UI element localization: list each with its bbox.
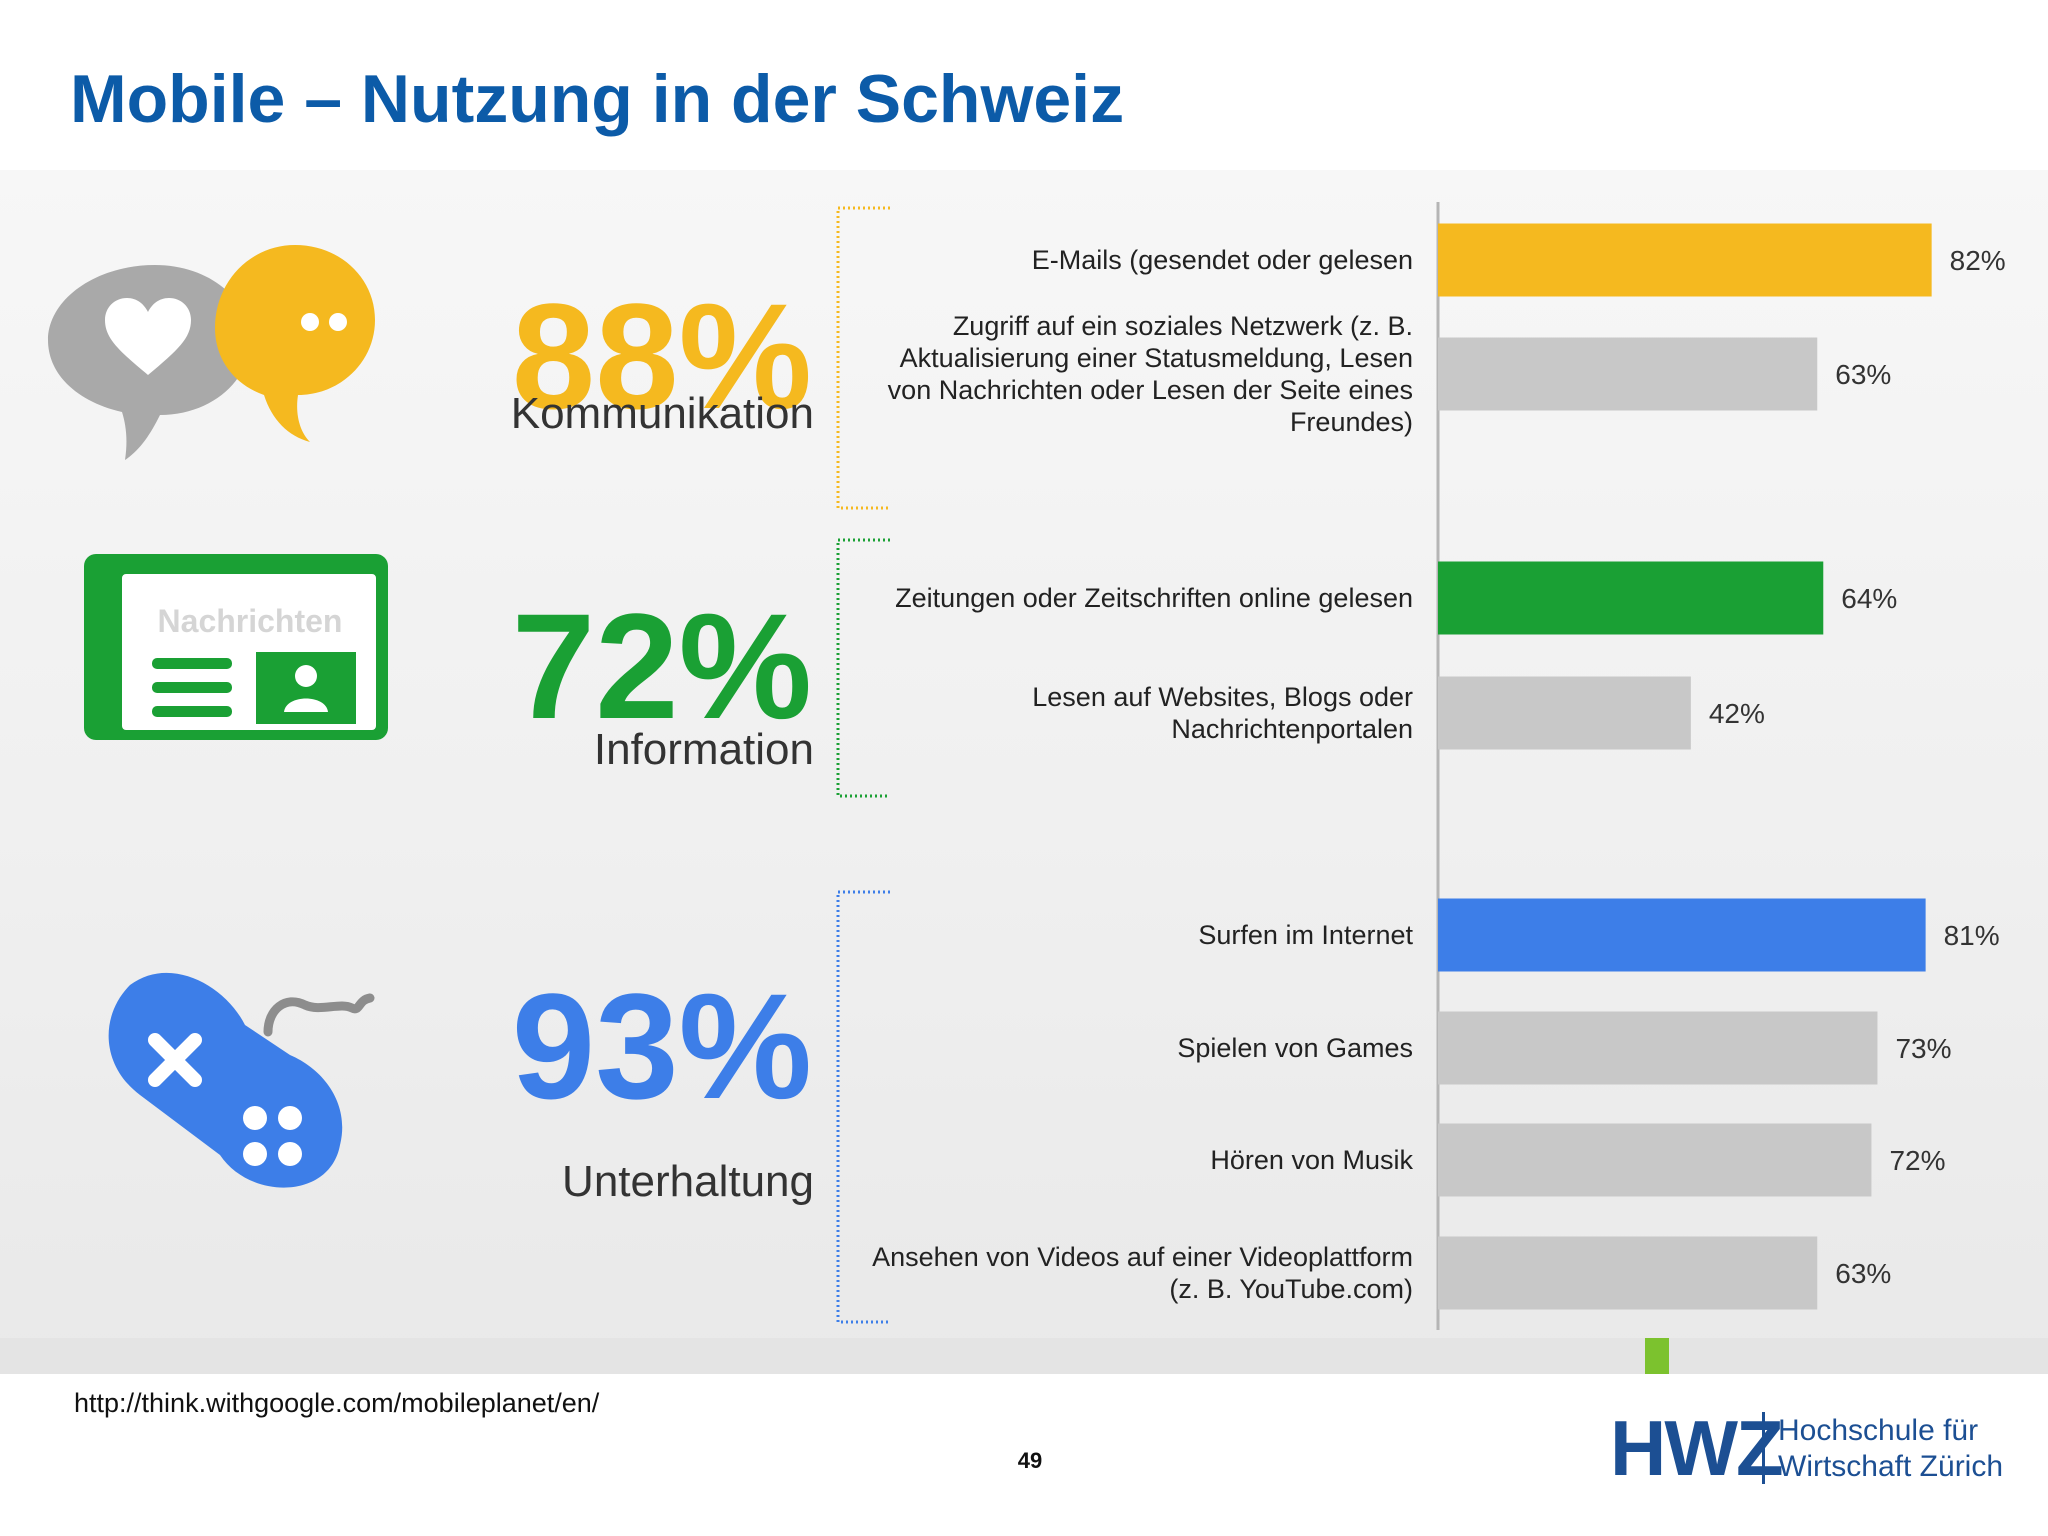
logo-line1: Hochschule für xyxy=(1778,1414,1979,1447)
newspaper-line-icon xyxy=(152,658,232,669)
group-bracket xyxy=(836,206,890,510)
group-name-kommunikation: Kommunikation xyxy=(511,389,814,438)
gamepad-cable-icon xyxy=(263,993,375,1037)
person-head-icon xyxy=(295,665,317,687)
source-url: http://think.withgoogle.com/mobileplanet… xyxy=(74,1388,600,1418)
person-body-icon xyxy=(284,698,328,712)
bar-label: E-Mails (gesendet oder gelesen xyxy=(1032,245,1413,275)
bar-label: Hören von Musik xyxy=(1210,1145,1413,1175)
bar xyxy=(1438,898,1926,972)
group-bracket xyxy=(836,538,890,798)
bar-label: Lesen auf Websites, Blogs oder Nachrichte… xyxy=(1032,682,1413,744)
gamepad-button-icon xyxy=(243,1106,267,1130)
group-bracket xyxy=(836,890,890,1324)
bar xyxy=(1438,676,1691,750)
bar-label: Zugriff auf ein soziales Netzwerk (z. B.… xyxy=(888,311,1413,437)
group-kommunikation: 88%Kommunikation 82% E-Mails (gesendet ode… xyxy=(48,206,2006,510)
gamepad-icon xyxy=(108,972,343,1188)
bar xyxy=(1438,223,1932,297)
chart-panel: 88% Kommunikation 82% E-Mails (gesendet ode… xyxy=(0,170,2048,1374)
group-name-information: Information xyxy=(594,725,814,774)
newspaper-line-icon xyxy=(152,682,232,693)
bar-value-label: 73% xyxy=(1895,1033,1951,1064)
bar xyxy=(1438,1236,1818,1310)
gamepad-button-icon xyxy=(243,1142,267,1166)
slide-title: Mobile – Nutzung in der Schweiz xyxy=(70,61,1125,137)
yellow-speech-bubble-icon xyxy=(215,245,375,442)
bubble-dot-icon xyxy=(329,313,347,331)
bar-value-label: 81% xyxy=(1944,920,2000,951)
bar-value-label: 72% xyxy=(1889,1145,1945,1176)
bar-value-label: 82% xyxy=(1950,245,2006,276)
bar xyxy=(1438,1011,1878,1085)
gamepad-button-icon xyxy=(278,1106,302,1130)
decor-green-stub xyxy=(1645,1338,1669,1374)
bar-label: Surfen im Internet xyxy=(1198,920,1413,950)
bubble-dot-icon xyxy=(301,313,319,331)
heart-icon xyxy=(105,298,191,375)
group-unterhaltung: 93% Unterhaltung 81% Surfen im Internet 73% S… xyxy=(108,890,2000,1324)
newspaper-text: Nachrichten xyxy=(158,603,343,639)
bar-label: Zeitungen oder Zeitschriften online gele… xyxy=(895,583,1413,613)
logo-divider xyxy=(1762,1412,1765,1484)
logo-mark: HWZ xyxy=(1610,1404,1784,1492)
panel-bottom-shade xyxy=(0,1338,2048,1374)
bar xyxy=(1438,561,1824,635)
group-total-information: 72% xyxy=(512,582,812,750)
logo-line2: Wirtschaft Zürich xyxy=(1778,1450,2004,1483)
newspaper-line-icon xyxy=(152,706,232,717)
bar-value-label: 42% xyxy=(1709,698,1765,729)
bar-value-label: 63% xyxy=(1835,1258,1891,1289)
page-number: 49 xyxy=(1017,1448,1043,1473)
gamepad-x-button-icon xyxy=(148,1033,202,1087)
bar xyxy=(1438,1123,1872,1197)
newspaper-photo-icon xyxy=(256,652,356,724)
group-name-unterhaltung: Unterhaltung xyxy=(562,1157,814,1206)
bar-value-label: 63% xyxy=(1835,359,1891,390)
bar-value-label: 64% xyxy=(1841,583,1897,614)
chart-svg: 88%Kommunikation 82% E-Mails (gesendet ode… xyxy=(0,202,2048,1374)
group-total-kommunikation: 88% xyxy=(512,272,812,440)
group-total-unterhaltung: 93% xyxy=(512,962,812,1130)
bar xyxy=(1438,337,1818,411)
group-information: Nachrichten 72%Information 64% Zeitungen od… xyxy=(84,538,1897,798)
gamepad-button-icon xyxy=(278,1142,302,1166)
bar-label: Spielen von Games xyxy=(1177,1033,1413,1063)
bar-label: Ansehen von Videos auf einer Videoplattf… xyxy=(872,1242,1413,1304)
